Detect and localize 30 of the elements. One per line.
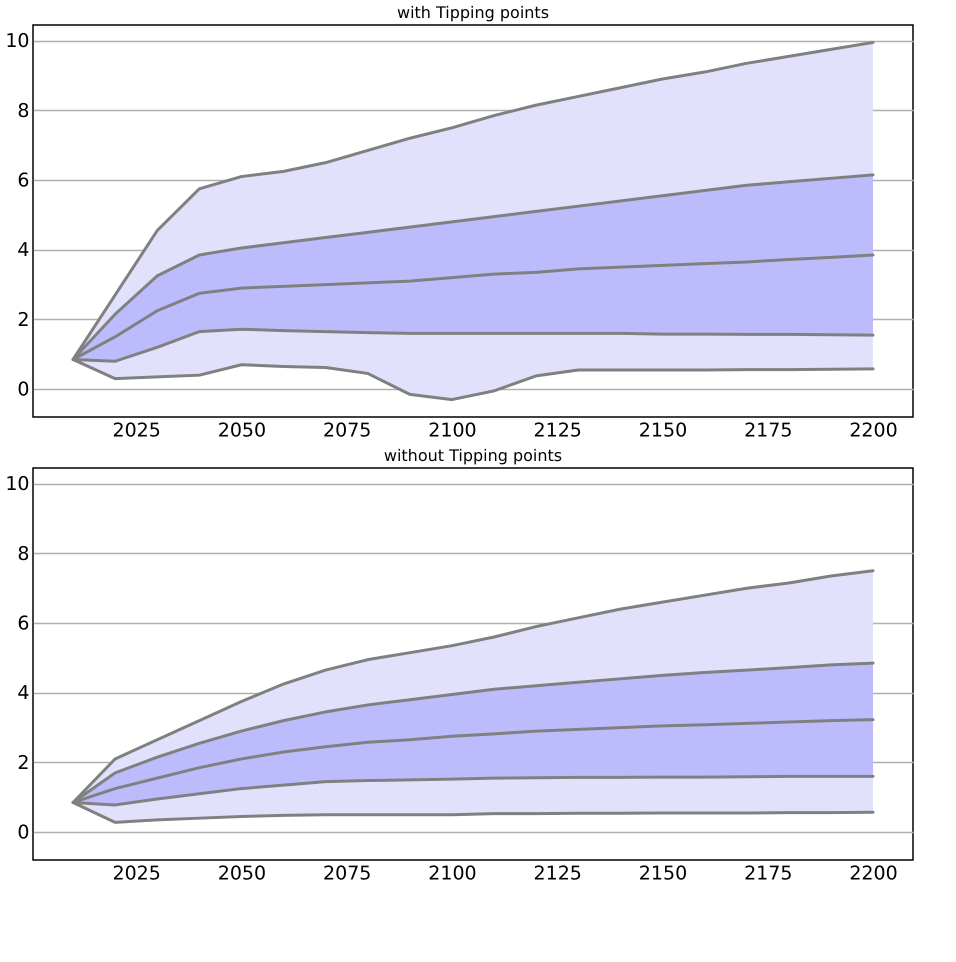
chart-title: with Tipping points <box>396 3 550 22</box>
y-tick-label: 8 <box>17 100 30 122</box>
y-tick-label: 10 <box>5 473 30 496</box>
x-tick-label: 2025 <box>112 862 161 884</box>
y-tick-label: 8 <box>17 542 30 565</box>
y-tick-label: 0 <box>17 822 30 844</box>
y-tick-label: 4 <box>17 682 30 704</box>
x-tick-label: 2175 <box>744 420 792 442</box>
y-tick-label: 10 <box>5 30 30 52</box>
x-tick-label: 2125 <box>534 862 582 884</box>
y-tick-label: 2 <box>17 308 30 331</box>
x-tick-label: 2025 <box>112 420 161 442</box>
x-tick-label: 2050 <box>218 862 266 884</box>
y-tick-label: 4 <box>17 239 30 262</box>
y-tick-label: 0 <box>17 378 30 401</box>
x-tick-label: 2075 <box>323 420 372 442</box>
x-tick-label: 2200 <box>849 420 898 442</box>
y-tick-label: 6 <box>17 170 30 192</box>
x-tick-label: 2100 <box>428 420 477 442</box>
x-tick-label: 2075 <box>323 862 372 884</box>
x-tick-label: 2175 <box>744 862 792 884</box>
x-tick-label: 2200 <box>849 862 898 884</box>
x-tick-label: 2150 <box>638 420 688 442</box>
x-tick-label: 2150 <box>638 862 688 884</box>
y-tick-label: 6 <box>17 612 30 635</box>
y-tick-label: 2 <box>17 752 30 774</box>
x-tick-label: 2100 <box>428 862 477 884</box>
x-tick-label: 2050 <box>218 420 266 442</box>
x-tick-label: 2125 <box>534 420 582 442</box>
chart-title: without Tipping points <box>384 446 562 465</box>
